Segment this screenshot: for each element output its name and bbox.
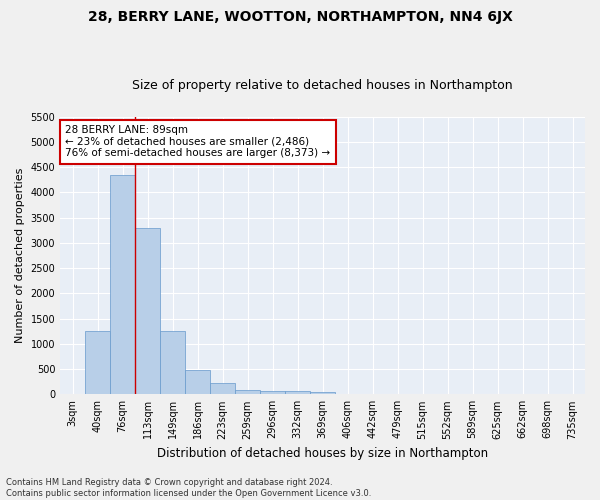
Bar (285, 392, 310, 394)
Bar (85, 330, 110, 394)
Bar (160, 330, 185, 394)
X-axis label: Distribution of detached houses by size in Northampton: Distribution of detached houses by size … (157, 447, 488, 460)
Bar (310, 392, 335, 394)
Text: Contains HM Land Registry data © Crown copyright and database right 2024.
Contai: Contains HM Land Registry data © Crown c… (6, 478, 371, 498)
Bar (185, 370, 210, 394)
Bar (135, 228, 160, 394)
Title: Size of property relative to detached houses in Northampton: Size of property relative to detached ho… (132, 79, 513, 92)
Bar (210, 384, 235, 394)
Y-axis label: Number of detached properties: Number of detached properties (15, 168, 25, 343)
Bar (110, 175, 135, 394)
Text: 28, BERRY LANE, WOOTTON, NORTHAMPTON, NN4 6JX: 28, BERRY LANE, WOOTTON, NORTHAMPTON, NN… (88, 10, 512, 24)
Bar (235, 390, 260, 394)
Bar (260, 390, 285, 394)
Text: 28 BERRY LANE: 89sqm
← 23% of detached houses are smaller (2,486)
76% of semi-de: 28 BERRY LANE: 89sqm ← 23% of detached h… (65, 125, 331, 158)
